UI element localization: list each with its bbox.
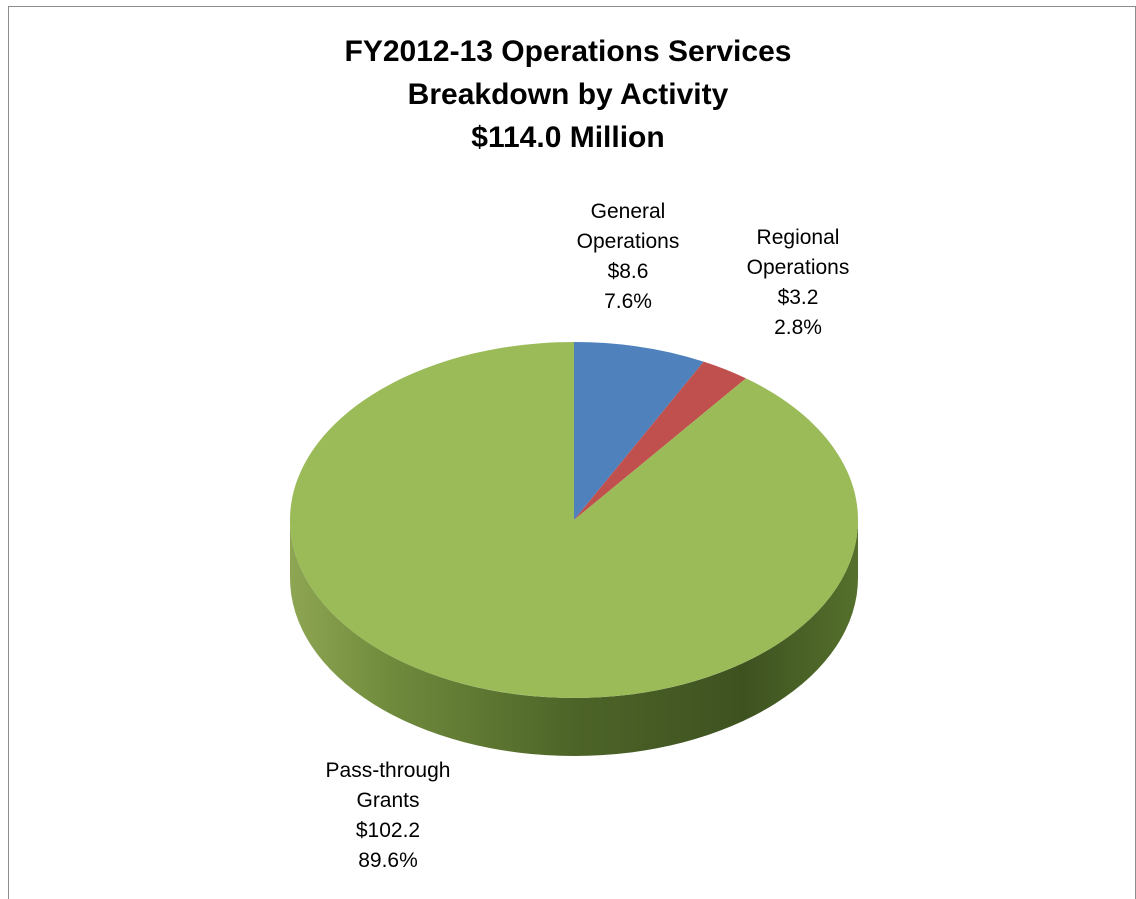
- slice-name-line: Pass-through: [326, 759, 451, 782]
- data-label-pass-through-grants: Pass-through Grants $102.2 89.6%: [326, 759, 451, 872]
- slice-name-line: Grants: [356, 789, 419, 812]
- pie-slice-general-operations: [574, 342, 704, 520]
- pie-slice-pass-through-grants: [289, 342, 858, 698]
- slice-value-label: $102.2: [356, 819, 420, 842]
- pie-side-wall-shape: [290, 520, 858, 756]
- slice-value-label: $3.2: [778, 286, 819, 309]
- chart-title-line-1: FY2012-13 Operations Services: [344, 35, 792, 68]
- chart-title-line-2: Breakdown by Activity: [407, 78, 729, 111]
- data-label-regional-operations: Regional Operations $3.2 2.8%: [747, 226, 850, 339]
- slice-name-line: Regional: [757, 226, 840, 249]
- slice-value-label: $8.6: [608, 260, 649, 283]
- chart-title: FY2012-13 Operations Services Breakdown …: [0, 30, 1136, 159]
- slice-name-line: Operations: [747, 256, 850, 279]
- data-label-general-operations: General Operations $8.6 7.6%: [577, 200, 680, 313]
- pie-slice-regional-operations: [574, 361, 746, 520]
- pie-side-wall: [290, 520, 858, 756]
- chart-title-line-3: $114.0 Million: [471, 121, 665, 154]
- slice-percent-label: 89.6%: [358, 849, 418, 872]
- slice-name-line: Operations: [577, 230, 680, 253]
- slice-percent-label: 7.6%: [604, 290, 652, 313]
- pie-labels: General Operations $8.6 7.6% Regional Operati…: [326, 200, 850, 872]
- pie-top: [289, 342, 858, 698]
- slice-percent-label: 2.8%: [774, 316, 822, 339]
- slice-name-line: General: [591, 200, 666, 223]
